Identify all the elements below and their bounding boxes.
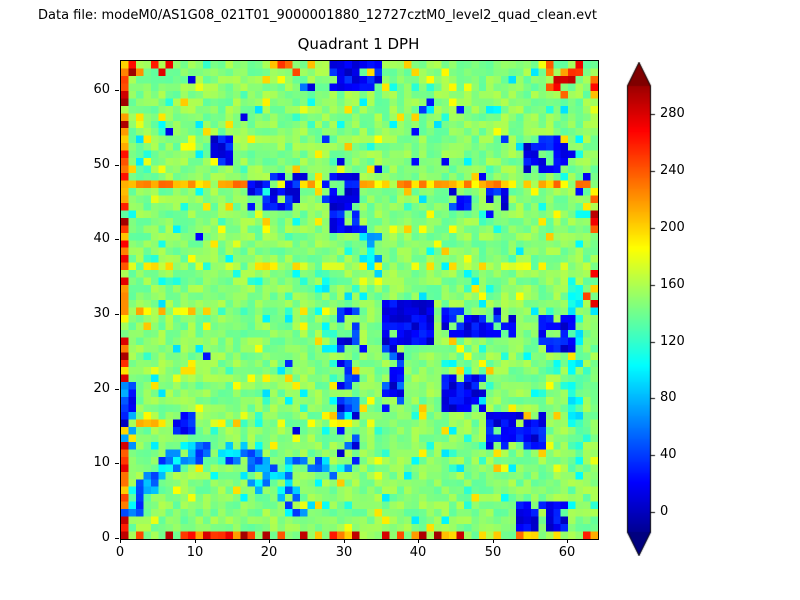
colorbar-tick-label: 200: [660, 220, 685, 235]
colorbar-tick-label: 240: [660, 163, 685, 178]
y-tick-mark: [115, 90, 119, 91]
heatmap-plot: [120, 60, 599, 540]
y-tick-mark: [115, 239, 119, 240]
x-tick-label: 30: [335, 545, 353, 560]
x-tick-mark: [195, 539, 196, 543]
y-tick-label: 50: [93, 157, 110, 172]
colorbar-tick-label: 40: [660, 447, 677, 462]
colorbar: [626, 62, 656, 556]
x-tick-label: 50: [484, 545, 502, 560]
y-tick-label: 60: [93, 82, 110, 97]
colorbar-tick-label: 120: [660, 334, 685, 349]
x-tick-mark: [493, 539, 494, 543]
colorbar-tick-label: 80: [660, 390, 677, 405]
y-tick-label: 0: [101, 530, 110, 545]
heatmap-image: [121, 61, 598, 539]
x-tick-label: 60: [558, 545, 576, 560]
x-tick-mark: [567, 539, 568, 543]
y-tick-label: 40: [93, 231, 110, 246]
y-tick-mark: [115, 463, 119, 464]
colorbar-tick-label: 280: [660, 106, 685, 121]
x-tick-mark: [418, 539, 419, 543]
y-tick-mark: [115, 538, 119, 539]
y-tick-mark: [115, 314, 119, 315]
y-tick-mark: [115, 165, 119, 166]
colorbar-tick-label: 160: [660, 277, 685, 292]
x-tick-mark: [344, 539, 345, 543]
x-tick-mark: [120, 539, 121, 543]
y-tick-label: 10: [93, 455, 110, 470]
x-tick-label: 40: [409, 545, 427, 560]
chart-title: Quadrant 1 DPH: [297, 35, 420, 53]
x-tick-label: 0: [115, 545, 125, 560]
y-tick-label: 30: [93, 306, 110, 321]
data-file-label: Data file: modeM0/AS1G08_021T01_90000018…: [38, 8, 597, 23]
y-tick-mark: [115, 389, 119, 390]
x-tick-label: 20: [260, 545, 278, 560]
x-tick-mark: [269, 539, 270, 543]
y-tick-label: 20: [93, 381, 110, 396]
x-tick-label: 10: [186, 545, 204, 560]
colorbar-tick-label: 0: [660, 504, 669, 519]
